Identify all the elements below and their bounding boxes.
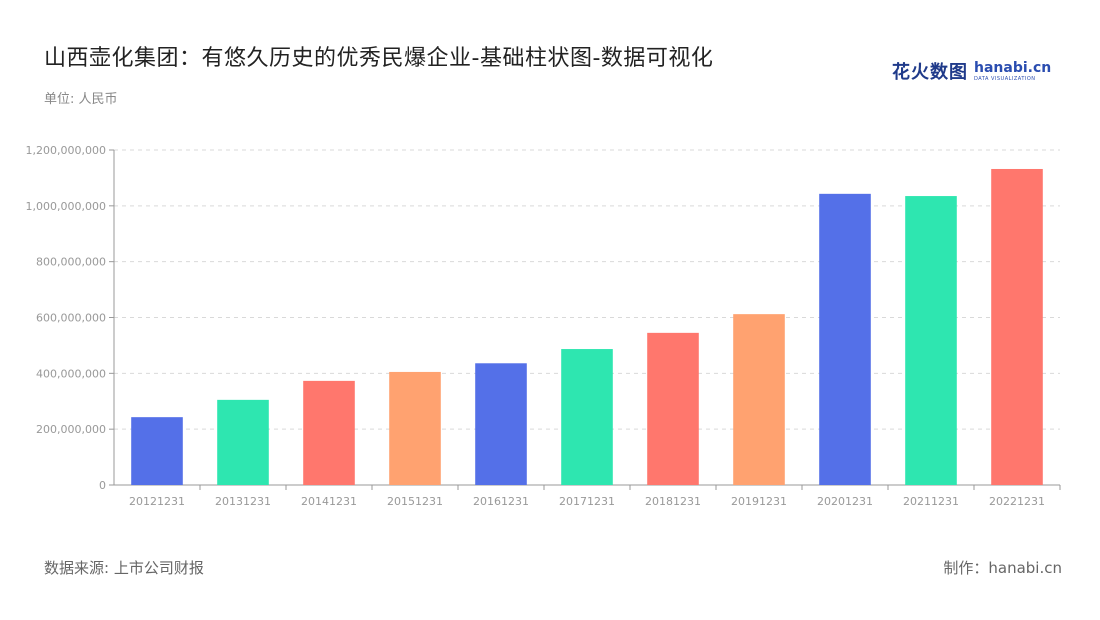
page-title: 山西壶化集团：有悠久历史的优秀民爆企业-基础柱状图-数据可视化	[44, 46, 714, 71]
x-tick-label: 20191231	[731, 495, 787, 508]
logo-cn-text: 花火数图	[892, 62, 968, 83]
x-tick-label: 20121231	[129, 495, 185, 508]
x-tick-label: 20171231	[559, 495, 615, 508]
y-tick-label: 800,000,000	[36, 256, 106, 269]
x-tick-label: 20131231	[215, 495, 271, 508]
bar	[647, 332, 699, 485]
x-tick-label: 20181231	[645, 495, 701, 508]
bar	[303, 380, 355, 485]
y-tick-label: 1,000,000,000	[26, 200, 106, 213]
bar	[561, 349, 613, 485]
x-tick-label: 20211231	[903, 495, 959, 508]
logo-en: hanabi.cn DATA VISUALIZATION	[974, 61, 1051, 82]
bar	[905, 196, 957, 485]
logo-en-sub: DATA VISUALIZATION	[974, 75, 1036, 82]
bar	[991, 168, 1043, 485]
bar	[217, 399, 269, 485]
y-tick-label: 0	[99, 479, 106, 492]
bar	[819, 193, 871, 485]
data-source: 数据来源: 上市公司财报	[44, 559, 204, 577]
x-tick-label: 20161231	[473, 495, 529, 508]
unit-label: 单位: 人民币	[44, 92, 118, 107]
maker-credit: 制作：hanabi.cn	[943, 559, 1062, 577]
x-tick-label: 20221231	[989, 495, 1045, 508]
bar	[475, 363, 527, 485]
bar	[131, 417, 183, 485]
logo-en-main: hanabi.cn	[974, 59, 1052, 76]
x-tick-label: 20151231	[387, 495, 443, 508]
y-tick-label: 600,000,000	[36, 312, 106, 325]
y-tick-label: 1,200,000,000	[26, 144, 106, 157]
y-tick-label: 200,000,000	[36, 423, 106, 436]
x-tick-label: 20141231	[301, 495, 357, 508]
x-tick-label: 20201231	[817, 495, 873, 508]
bar	[389, 371, 441, 485]
brand-logo: 花火数图 hanabi.cn DATA VISUALIZATION	[892, 58, 1051, 84]
bar	[733, 314, 785, 485]
y-tick-label: 400,000,000	[36, 367, 106, 380]
